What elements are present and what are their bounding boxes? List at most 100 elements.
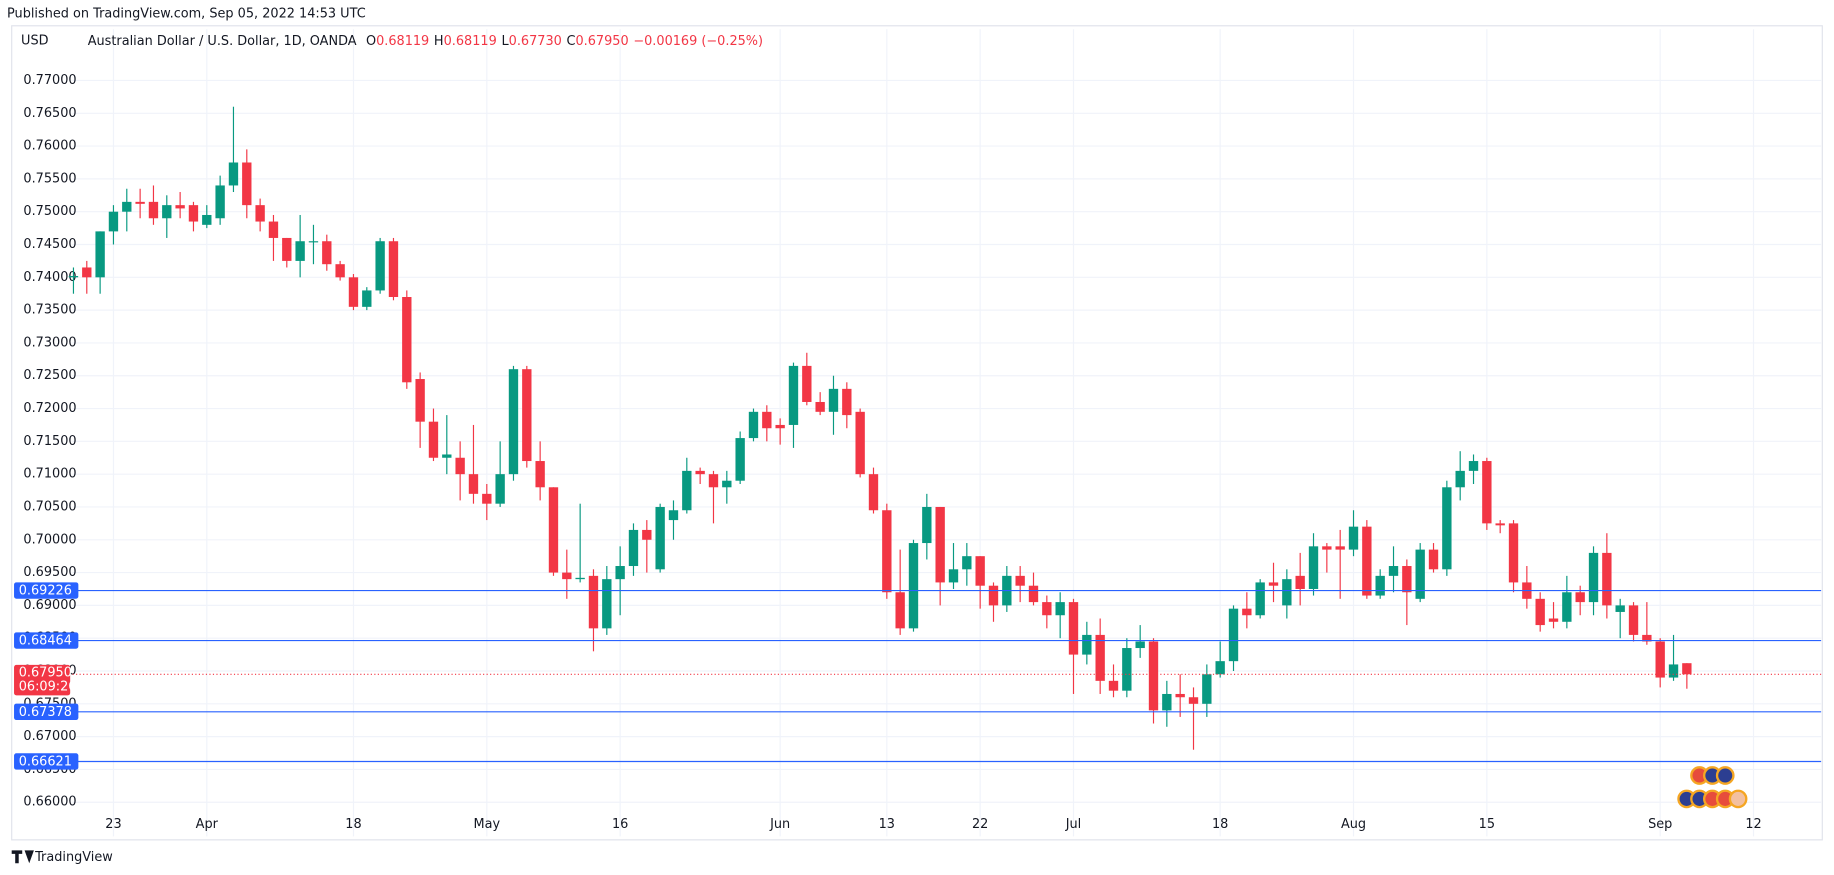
candle-body (655, 506, 665, 570)
candle-body (1668, 664, 1679, 678)
candle-body (242, 162, 252, 206)
candle-body (575, 577, 585, 580)
line-label: 0.68464 (19, 634, 72, 649)
candle-body (1508, 523, 1519, 583)
y-tick-label: 0.76000 (23, 139, 76, 154)
candle-body (1495, 523, 1505, 526)
candle-body (402, 297, 412, 383)
x-tick-label: Jun (769, 817, 790, 832)
y-tick-label: 0.66000 (23, 795, 76, 810)
x-tick-label: May (474, 817, 501, 832)
candle-body (482, 493, 492, 504)
ohlc-key: H (434, 33, 444, 48)
line-label: 0.66621 (19, 755, 72, 770)
x-tick-label: 13 (879, 817, 895, 832)
candle-body (335, 264, 345, 278)
candle-body (1468, 461, 1479, 471)
candle-body (148, 201, 159, 219)
y-tick-label: 0.67000 (23, 729, 76, 744)
candle-body (828, 388, 839, 412)
candle-body (802, 365, 812, 402)
y-tick-label: 0.73500 (23, 303, 76, 318)
candle-body (1042, 602, 1052, 616)
candle-body (282, 237, 292, 261)
last-price-label: 0.67950 (19, 666, 72, 681)
candle-body (1442, 487, 1452, 570)
y-tick-label: 0.75500 (23, 171, 76, 186)
candle-body (895, 592, 905, 629)
candle-body (1228, 608, 1239, 662)
line-label: 0.69226 (19, 584, 72, 599)
line-label-box (14, 632, 79, 649)
ohlc-value: 0.67730 (509, 33, 562, 48)
x-tick-label: 15 (1479, 817, 1495, 832)
candle-body (748, 411, 759, 439)
candle-body (668, 510, 679, 521)
candle-body (202, 214, 212, 225)
y-tick-label: 0.72000 (23, 401, 76, 416)
candle-body (1295, 575, 1305, 589)
last-price-box (14, 664, 71, 696)
candle-body (362, 290, 372, 307)
candle-body (255, 205, 265, 222)
y-tick-label: 0.69500 (23, 565, 76, 580)
candle-body (1455, 470, 1465, 488)
candle-body (268, 221, 279, 238)
candle-body (682, 470, 692, 511)
candle-body (615, 566, 625, 580)
candle-body (1215, 661, 1225, 675)
candle-body (708, 474, 719, 488)
candle-body (1428, 549, 1439, 570)
x-tick-label: 18 (345, 817, 361, 832)
y-tick-label: 0.74000 (23, 270, 76, 285)
candle-body (375, 241, 385, 291)
candle-body (1602, 552, 1612, 606)
candle-body (962, 556, 972, 570)
candle-body (642, 529, 652, 540)
y-tick-label: 0.70500 (23, 499, 76, 514)
x-tick-label: Jul (1065, 817, 1082, 832)
candle-body (562, 572, 572, 580)
candle-body (1202, 674, 1212, 704)
candle-body (455, 457, 465, 475)
candle-body (1108, 680, 1119, 691)
candle-body (295, 241, 305, 261)
x-tick-label: Apr (196, 817, 219, 832)
candle-body (882, 510, 892, 593)
candle-body (175, 205, 185, 209)
candle-body (1135, 641, 1145, 649)
candle-body (162, 205, 172, 219)
candle-body (975, 556, 985, 586)
y-tick-label: 0.71000 (23, 467, 76, 482)
published: Published on TradingView.com, Sep 05, 20… (7, 7, 366, 22)
candle-body (1095, 634, 1105, 681)
candle-body (948, 569, 959, 583)
candle-body (988, 585, 999, 606)
candle-body (442, 454, 452, 458)
candle-body (1082, 634, 1092, 655)
candle-body (602, 579, 612, 629)
candle-body (1588, 552, 1599, 603)
x-tick-label: 18 (1212, 817, 1228, 832)
candle-body (308, 241, 319, 243)
flag-icons (1677, 766, 1748, 809)
y-tick-label: 0.77000 (23, 73, 76, 88)
line-label-box (14, 703, 79, 721)
x-tick-label: 22 (972, 817, 988, 832)
candle-body (908, 543, 919, 629)
candle-body (508, 369, 519, 475)
candle-body (842, 388, 852, 416)
frame (11, 25, 1823, 841)
candle-body (348, 277, 359, 307)
y-tick-label: 0.72500 (23, 368, 76, 383)
y-tick-label: 0.71500 (23, 434, 76, 449)
candle-body (1615, 605, 1625, 612)
change: −0.00169 (−0.25%) (633, 33, 763, 48)
candle-body (428, 421, 439, 458)
candle-body (1682, 663, 1692, 675)
candle-body (415, 379, 425, 422)
y-tick-label: 0.75000 (23, 204, 76, 219)
candle-body (1335, 546, 1345, 550)
candle-body (1322, 546, 1332, 550)
